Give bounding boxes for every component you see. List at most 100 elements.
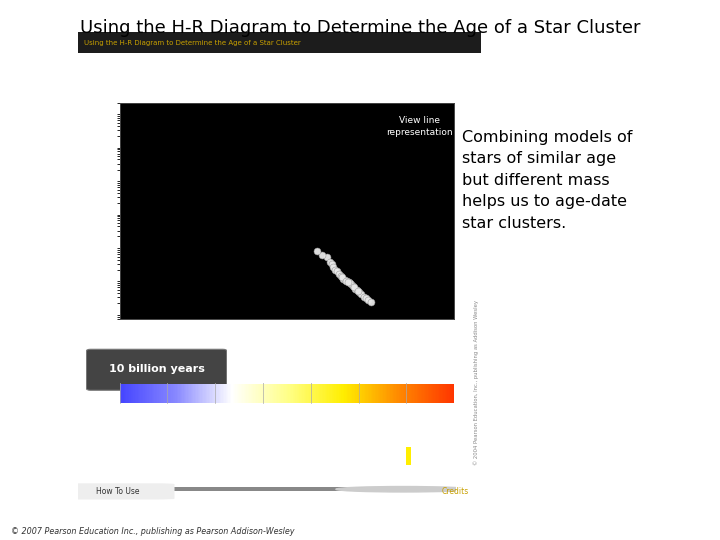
Bar: [241, 384, 243, 403]
Bar: [341, 384, 343, 403]
Bar: [395, 384, 396, 403]
Text: Using the H-R Diagram to Determine the Age of a Star Cluster: Using the H-R Diagram to Determine the A…: [84, 39, 300, 46]
Bar: [364, 384, 365, 403]
Bar: [304, 384, 305, 403]
Text: View line
representation: View line representation: [387, 116, 453, 137]
Bar: [217, 384, 219, 403]
Bar: [78, 32, 481, 53]
Bar: [425, 384, 426, 403]
Bar: [173, 384, 174, 403]
Bar: [432, 384, 433, 403]
Bar: [436, 384, 438, 403]
Text: O: O: [139, 405, 148, 415]
Bar: [433, 384, 435, 403]
Bar: [127, 384, 128, 403]
Bar: [307, 384, 308, 403]
Bar: [152, 384, 153, 403]
Bar: [230, 384, 231, 403]
Bar: [333, 384, 334, 403]
Bar: [182, 384, 184, 403]
Text: 10⁸: 10⁸: [280, 468, 293, 477]
Bar: [224, 384, 225, 403]
Bar: [356, 384, 358, 403]
Bar: [420, 384, 422, 403]
Bar: [372, 384, 374, 403]
Bar: [246, 384, 248, 403]
Bar: [426, 384, 428, 403]
Bar: [145, 384, 146, 403]
Bar: [139, 384, 140, 403]
Bar: [337, 384, 338, 403]
Bar: [174, 384, 176, 403]
Bar: [225, 384, 227, 403]
Bar: [195, 384, 197, 403]
Bar: [414, 384, 415, 403]
Bar: [428, 384, 429, 403]
Bar: [210, 384, 212, 403]
Bar: [353, 384, 354, 403]
Bar: [346, 384, 347, 403]
Bar: [431, 384, 432, 403]
Bar: [153, 384, 154, 403]
Bar: [415, 384, 417, 403]
Bar: [262, 384, 264, 403]
Text: K: K: [355, 405, 363, 415]
Bar: [413, 384, 414, 403]
Bar: [384, 384, 386, 403]
Bar: [386, 384, 387, 403]
Circle shape: [336, 487, 471, 492]
Bar: [164, 384, 166, 403]
Bar: [319, 384, 320, 403]
Bar: [318, 384, 319, 403]
Bar: [410, 384, 411, 403]
Bar: [298, 384, 300, 403]
Bar: [291, 384, 292, 403]
Bar: [417, 384, 418, 403]
Bar: [128, 384, 130, 403]
Text: F: F: [269, 405, 276, 415]
Bar: [300, 384, 301, 403]
Bar: [186, 384, 188, 403]
Bar: [377, 384, 379, 403]
Text: 30,000: 30,000: [117, 417, 148, 426]
Bar: [288, 384, 289, 403]
Bar: [149, 384, 150, 403]
Bar: [406, 447, 410, 465]
Bar: [328, 384, 329, 403]
Bar: [423, 384, 425, 403]
Bar: [142, 384, 143, 403]
Bar: [131, 384, 132, 403]
Bar: [271, 384, 273, 403]
Bar: [143, 384, 145, 403]
Text: G: G: [297, 405, 305, 415]
Text: 6,000: 6,000: [296, 417, 322, 426]
Bar: [308, 384, 310, 403]
Text: 10,000: 10,000: [236, 417, 268, 426]
Bar: [294, 384, 295, 403]
Bar: [140, 384, 142, 403]
Text: 3,000: 3,000: [400, 417, 426, 426]
Bar: [382, 384, 383, 403]
Bar: [280, 384, 282, 403]
Bar: [133, 384, 135, 403]
Bar: [243, 384, 245, 403]
Bar: [325, 384, 326, 403]
Bar: [411, 384, 413, 403]
Bar: [301, 384, 302, 403]
Bar: [166, 384, 167, 403]
Text: Elapsed Time: Elapsed Time: [98, 336, 154, 345]
Bar: [368, 384, 369, 403]
Bar: [447, 384, 449, 403]
Bar: [227, 384, 228, 403]
Bar: [405, 384, 407, 403]
Bar: [150, 384, 152, 403]
Text: © 2007 Pearson Education Inc., publishing as Pearson Addison-Wesley: © 2007 Pearson Education Inc., publishin…: [11, 526, 294, 536]
Bar: [158, 384, 160, 403]
Bar: [181, 384, 182, 403]
Bar: [255, 384, 256, 403]
Bar: [161, 384, 163, 403]
Bar: [358, 384, 359, 403]
Bar: [320, 384, 322, 403]
Bar: [200, 384, 202, 403]
Bar: [338, 384, 340, 403]
